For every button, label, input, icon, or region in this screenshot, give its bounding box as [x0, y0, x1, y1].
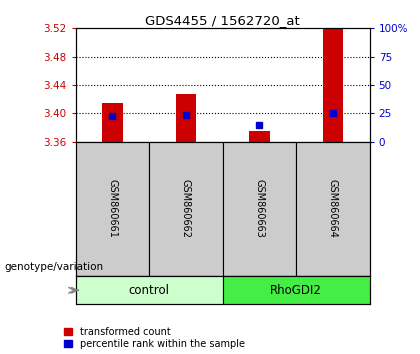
- Bar: [149, 142, 223, 276]
- Title: GDS4455 / 1562720_at: GDS4455 / 1562720_at: [145, 14, 300, 27]
- Text: RhoGDI2: RhoGDI2: [270, 284, 322, 297]
- Text: GSM860663: GSM860663: [255, 179, 264, 238]
- Bar: [176, 94, 196, 142]
- Bar: [249, 131, 270, 142]
- Bar: [296, 142, 370, 276]
- Bar: [76, 142, 149, 276]
- Bar: [223, 142, 296, 276]
- Legend: transformed count, percentile rank within the sample: transformed count, percentile rank withi…: [64, 327, 245, 349]
- Text: GSM860664: GSM860664: [328, 179, 338, 238]
- Bar: [223, 276, 370, 304]
- Text: genotype/variation: genotype/variation: [4, 262, 103, 272]
- Bar: [323, 28, 343, 142]
- Bar: [76, 276, 223, 304]
- Text: control: control: [129, 284, 170, 297]
- Text: GSM860661: GSM860661: [108, 179, 117, 238]
- Text: GSM860662: GSM860662: [181, 179, 191, 238]
- Bar: [102, 103, 123, 142]
